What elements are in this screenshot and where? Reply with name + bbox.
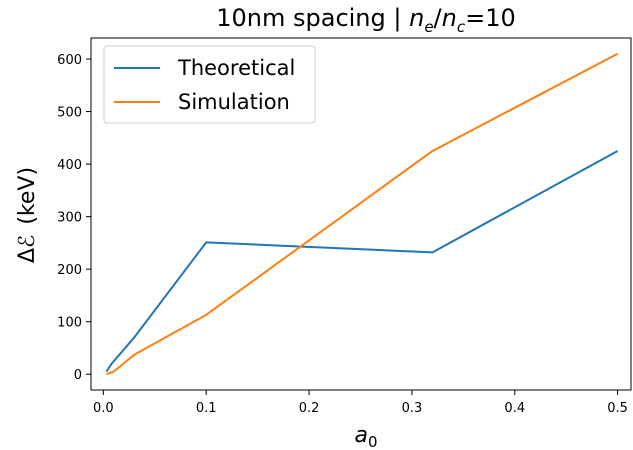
- y-tick-label: 100: [57, 316, 82, 331]
- x-axis-label-sub: 0: [368, 433, 378, 450]
- plot-frame: [90, 37, 632, 391]
- legend: Theoretical Simulation: [103, 45, 316, 124]
- x-tick-label: 0.4: [504, 401, 525, 416]
- legend-label-theoretical: Theoretical: [177, 56, 295, 80]
- legend-label-simulation: Simulation: [178, 90, 290, 114]
- x-tick-label: 0.1: [196, 401, 217, 416]
- x-tick-label: 0.0: [93, 401, 114, 416]
- title-math-n2: n: [442, 4, 457, 32]
- y-axis-label: Δℰ (keV): [15, 167, 40, 263]
- y-tick-label: 200: [57, 263, 82, 278]
- chart-title: 10nm spacing | ne/nc=10: [216, 4, 516, 36]
- x-axis-label: a0: [354, 423, 377, 450]
- y-tick-label: 300: [57, 211, 82, 226]
- series-line-theoretical: [105, 150, 619, 373]
- y-tick-label: 600: [57, 53, 82, 68]
- x-tick-label: 0.2: [299, 401, 320, 416]
- series-layer: [105, 52, 619, 376]
- title-math-n1: n: [409, 4, 424, 32]
- y-tick-label: 500: [57, 106, 82, 121]
- title-math-eq: =10: [465, 4, 516, 32]
- y-tick-label: 400: [57, 158, 82, 173]
- y-axis-label-unit: (keV): [15, 167, 40, 225]
- x-axis-label-base: a: [354, 423, 367, 448]
- title-math-slash: /: [434, 4, 443, 32]
- x-tick-label: 0.5: [607, 401, 628, 416]
- legend-box: [103, 45, 316, 124]
- ticks-layer: 0.0 0.1 0.2 0.3 0.4 0.5 0 100 200 300 400 500 600: [57, 53, 628, 416]
- title-math-sub-c: c: [457, 18, 466, 36]
- chart-title-text: 10nm spacing |: [216, 4, 409, 32]
- y-tick-label: 0: [74, 368, 82, 383]
- y-axis-label-symbol: Δℰ: [15, 235, 40, 263]
- series-line-simulation: [106, 52, 619, 376]
- x-tick-label: 0.3: [402, 401, 423, 416]
- title-math-sub-e: e: [424, 18, 433, 36]
